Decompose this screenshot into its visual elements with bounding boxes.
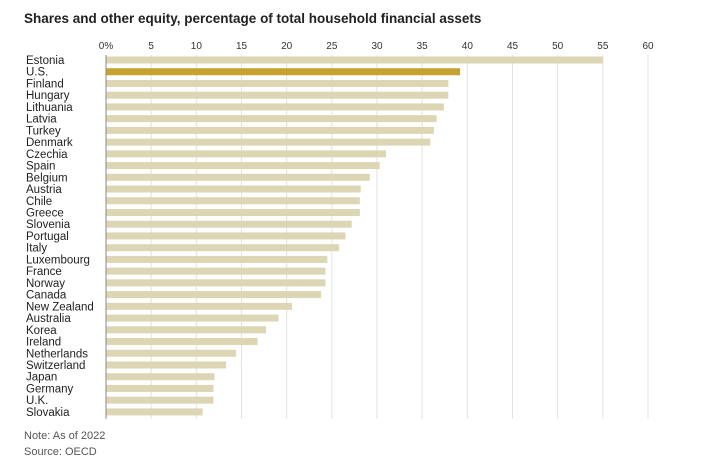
bar — [106, 349, 237, 357]
category-label: Australia — [26, 313, 71, 325]
bar — [106, 126, 434, 134]
bar — [106, 291, 321, 299]
category-label: Slovenia — [26, 219, 71, 231]
x-tick-label: 35 — [417, 41, 429, 52]
x-tick-label: 25 — [326, 41, 338, 52]
bar — [106, 255, 328, 263]
bar — [106, 267, 326, 275]
x-tick-label: 60 — [642, 41, 654, 52]
category-label: New Zealand — [26, 301, 94, 313]
category-label: Luxembourg — [26, 254, 90, 266]
x-tick-label: 30 — [371, 41, 383, 52]
category-label: Korea — [26, 325, 57, 337]
category-label: Belgium — [26, 172, 68, 184]
chart-title: Shares and other equity, percentage of t… — [24, 11, 482, 26]
category-label: Germany — [26, 383, 74, 395]
bar — [106, 56, 603, 64]
bar — [106, 79, 449, 87]
bar — [106, 373, 215, 381]
category-label: Finland — [26, 78, 64, 90]
category-label: Lithuania — [26, 102, 73, 114]
bar — [106, 408, 203, 416]
category-label: Ireland — [26, 337, 61, 349]
bar — [106, 162, 380, 170]
category-label: Portugal — [26, 231, 69, 243]
category-label: France — [26, 266, 62, 278]
category-label: Austria — [26, 184, 62, 196]
bar — [106, 244, 340, 252]
bar — [106, 68, 461, 76]
x-tick-label: 20 — [281, 41, 293, 52]
x-tick-label: 45 — [507, 41, 519, 52]
bar — [106, 208, 360, 216]
category-labels: EstoniaU.S.FinlandHungaryLithuaniaLatvia… — [26, 55, 94, 419]
bar — [106, 150, 387, 158]
bar — [106, 302, 293, 310]
bar — [106, 197, 360, 205]
category-label: Canada — [26, 290, 67, 302]
bar — [106, 338, 258, 346]
bar — [106, 103, 444, 111]
bar — [106, 91, 449, 99]
bar — [106, 115, 437, 123]
category-label: U.S. — [26, 67, 48, 79]
bar — [106, 185, 361, 193]
category-label: Denmark — [26, 137, 73, 149]
chart-source: Source: OECD — [24, 446, 97, 458]
category-label: Netherlands — [26, 348, 88, 360]
category-label: Czechia — [26, 149, 68, 161]
category-label: Estonia — [26, 55, 65, 67]
chart-note: Note: As of 2022 — [24, 430, 106, 442]
category-label: Turkey — [26, 125, 61, 137]
category-label: Chile — [26, 196, 52, 208]
bar — [106, 396, 214, 404]
x-tick-label: 50 — [552, 41, 564, 52]
x-tick-labels: 0% 5 10 15 20 25 30 35 40 45 50 55 60 — [99, 41, 654, 52]
category-label: Hungary — [26, 90, 70, 102]
category-label: Greece — [26, 207, 64, 219]
bar — [106, 232, 346, 240]
category-label: U.K. — [26, 395, 48, 407]
category-label: Norway — [26, 278, 65, 290]
bar — [106, 314, 279, 322]
bar — [106, 361, 227, 369]
x-tick-label: 40 — [462, 41, 474, 52]
category-label: Latvia — [26, 114, 57, 126]
category-label: Italy — [26, 243, 47, 255]
x-tick-label: 10 — [191, 41, 203, 52]
bar — [106, 220, 352, 228]
category-label: Spain — [26, 161, 55, 173]
bar — [106, 279, 326, 287]
bar — [106, 384, 214, 392]
bar — [106, 138, 431, 146]
category-label: Switzerland — [26, 360, 85, 372]
bar — [106, 173, 370, 181]
category-label: Japan — [26, 372, 57, 384]
category-label: Slovakia — [26, 407, 70, 419]
bar — [106, 326, 266, 334]
x-tick-label: 55 — [597, 41, 609, 52]
x-tick-label: 0% — [99, 41, 114, 52]
x-tick-label: 5 — [148, 41, 154, 52]
x-tick-label: 15 — [236, 41, 248, 52]
bars — [106, 56, 603, 416]
